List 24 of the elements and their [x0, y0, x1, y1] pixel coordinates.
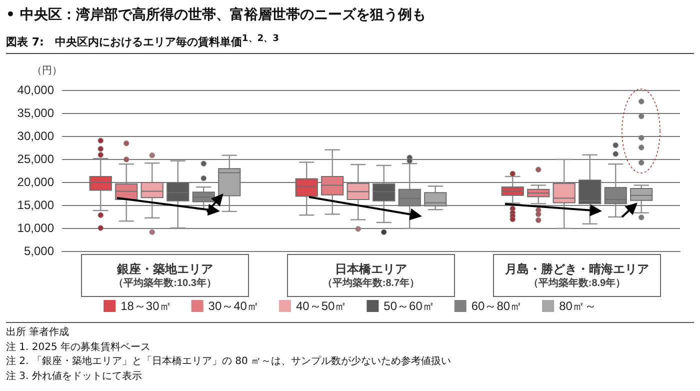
x-tick-label: 銀座・築地エリア（平均築年数:10.3年） — [114, 262, 216, 289]
x-tick-label: 日本橋エリア（平均築年数:8.7年） — [322, 262, 420, 289]
legend-label: 60～80㎡ — [471, 299, 522, 313]
text: 注 3. 外れ値をドットにて表示 — [6, 370, 143, 384]
y-tick-label: 15,000 — [17, 198, 54, 212]
legend-label: 50～60㎡ — [384, 299, 434, 313]
y-tick-label: 25,000 — [17, 152, 54, 166]
y-tick-label: 5,000 — [24, 244, 54, 258]
legend-label: 30～40㎡ — [208, 299, 259, 313]
text: 出所 筆者作成 — [6, 326, 70, 340]
text: 注 2. 「銀座・築地エリア」と「日本橋エリア」の 80 ㎡～は、サンプル数が少ないため参考値扱い — [6, 355, 452, 369]
legend-label: 80㎡～ — [559, 299, 596, 313]
chart-subtitle: 図表 7: 中央区内におけるエリア毎の賃料単価$^{1、2、3}$ — [6, 32, 694, 54]
chart-title: • 中央区：湾岸部で高所得の世帯、富裕層世帯のニーズを狙う例も — [6, 6, 426, 24]
legend-label: 18～30㎡ — [120, 299, 172, 313]
y-tick-label: 40,000 — [17, 83, 54, 97]
y-tick-label: 20,000 — [17, 175, 54, 189]
y-tick-label: 10,000 — [17, 221, 54, 235]
y-tick-label: 30,000 — [17, 129, 54, 143]
y-tick-label: 35,000 — [17, 106, 54, 120]
legend-label: 40～50㎡ — [296, 299, 347, 313]
text: 注 1. 2025 年の募集賃料ベース — [6, 340, 152, 354]
x-tick-label: 月島・勝どき・晴海エリア（平均築年数:8.9年） — [504, 262, 649, 289]
y-axis-title: （円） — [32, 66, 62, 76]
